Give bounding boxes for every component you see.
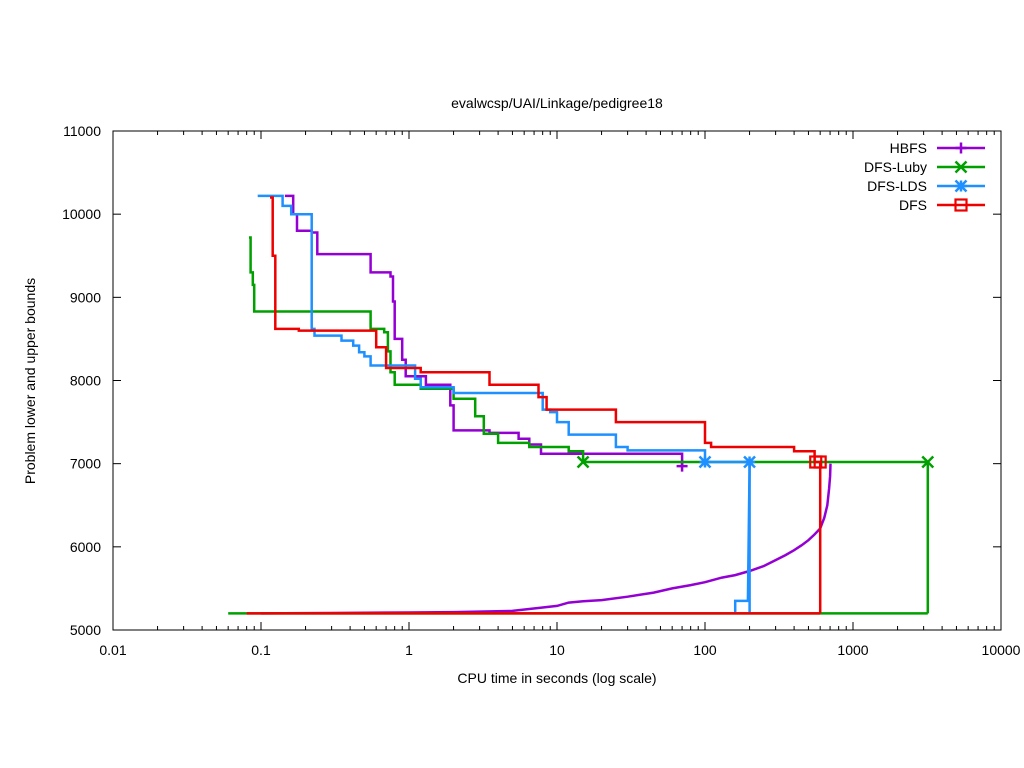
legend-item-dfs: DFS [899,197,985,213]
y-tick-label: 7000 [70,456,101,472]
y-axis-title: Problem lower and upper bounds [22,278,38,484]
cross-marker [954,160,968,174]
legend-swatch-marker [954,179,968,193]
square-marker [954,198,968,212]
series-dfs-lds [257,194,756,614]
x-tick-label: 100 [693,642,717,658]
legend-item-dfs-luby: DFS-Luby [864,159,985,175]
series-dfs-lds-point [743,455,756,469]
x-tick-label: 0.1 [251,642,271,658]
series-dfs-lds-upper-line [257,194,751,614]
cross-marker [576,455,590,469]
x-tick-label: 10000 [982,642,1021,658]
square-marker [813,455,827,469]
legend-label: DFS-LDS [867,178,927,194]
series-dfs-point [813,455,827,469]
series-dfs-luby-point [921,455,935,469]
legend-label: DFS-Luby [864,159,927,175]
axis-ticks: 0.01 0.1 1 10 100 1000 10000 5000 6000 7000 8000 90… [62,123,1021,658]
y-tick-label: 9000 [70,289,101,305]
legend: HBFS DFS-Luby DFS-LDS DFS [864,140,985,213]
legend-item-hbfs: HBFS [890,140,985,156]
star-marker [954,179,968,193]
series-dfs-upper-line [270,196,822,614]
plus-marker [955,142,967,154]
legend-label: HBFS [890,140,927,156]
x-tick-label: 1000 [837,642,868,658]
star-marker [743,455,756,469]
series-dfs-luby-point [576,455,590,469]
plot-frame [112,130,1002,631]
star-marker [698,455,712,469]
y-tick-label: 8000 [70,373,101,389]
x-tick-label: 10 [549,642,565,658]
legend-item-dfs-lds: DFS-LDS [867,178,985,194]
series-lines [228,194,935,615]
y-tick-label: 6000 [70,539,101,555]
legend-swatch-marker [955,142,967,154]
cross-marker [921,455,935,469]
legend-label: DFS [899,197,927,213]
legend-swatch-marker [954,160,968,174]
y-tick-label: 11000 [63,123,101,139]
y-tick-label: 10000 [62,206,101,222]
x-axis-title: CPU time in seconds (log scale) [457,670,656,686]
series-dfs [246,196,827,615]
series-dfs-lds-point [698,455,712,469]
x-tick-label: 0.01 [99,642,126,658]
chart-title: evalwcsp/UAI/Linkage/pedigree18 [451,95,663,111]
legend-swatch-marker [954,198,968,212]
y-tick-label: 5000 [70,622,101,638]
x-tick-label: 1 [405,642,413,658]
